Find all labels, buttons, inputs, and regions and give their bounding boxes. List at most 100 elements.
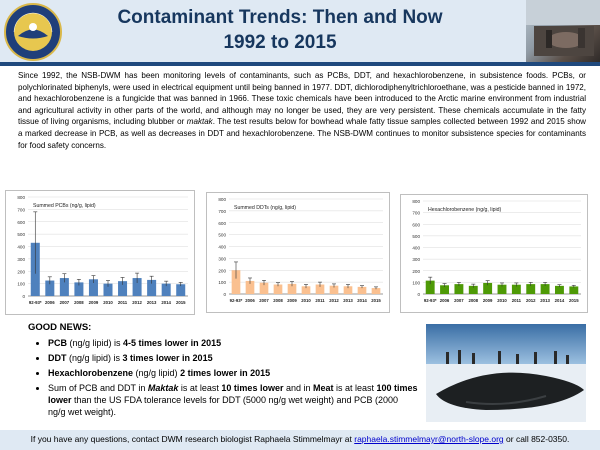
bar-2006 [245, 280, 255, 294]
y-tick-label: 500 [218, 233, 226, 238]
y-tick-label: 100 [218, 280, 226, 285]
footer-contact: If you have any questions, contact DWM r… [0, 434, 600, 444]
x-tick-label: 2015 [569, 298, 579, 303]
y-tick-label: 800 [412, 199, 420, 204]
bar-2015 [176, 284, 186, 296]
bar-2011 [511, 284, 521, 294]
y-tick-label: 800 [17, 195, 25, 200]
bar-2013 [147, 279, 157, 296]
news-item-sum: Sum of PCB and DDT in Maktak is at least… [48, 382, 418, 418]
bar-2009 [287, 283, 297, 294]
intro-paragraph: Since 1992, the NSB-DWM has been monitor… [18, 70, 586, 151]
x-tick-label: 2006 [440, 298, 450, 303]
chart-svg-2: 0 100 200 300 400 500 600 700 800 Hexachlorobenze… [412, 199, 581, 303]
pcb-chart: 0 100 200 300 400 500 600 700 800 Summed PCBs (ng… [5, 190, 195, 315]
bar-2012 [329, 285, 339, 294]
bar-2008 [468, 285, 478, 294]
x-tick-label: 2014 [161, 300, 171, 305]
x-tick-label: 2012 [526, 298, 536, 303]
title-line-1: Contaminant Trends: Then and Now [117, 7, 443, 28]
x-tick-label: 2011 [118, 300, 128, 305]
bowhead-whale-photo [426, 324, 586, 422]
nsb-dwm-logo [4, 3, 62, 61]
header-band: Contaminant Trends: Then and Now 1992 to… [0, 0, 600, 62]
bar-2014 [555, 285, 564, 294]
y-tick-label: 100 [412, 280, 420, 285]
hunters-photo [526, 0, 600, 62]
y-tick-label: 0 [22, 294, 25, 299]
footer-text: If you have any questions, contact DWM r… [30, 434, 355, 444]
x-tick-label: 2014 [555, 298, 565, 303]
bar-2015 [371, 288, 381, 294]
y-tick-label: 0 [417, 292, 420, 297]
hexachlorobenzene-chart: 0 100 200 300 400 500 600 700 800 Hexachlorobenze… [400, 194, 588, 313]
y-tick-label: 600 [218, 221, 226, 226]
y-tick-label: 700 [218, 209, 226, 214]
y-tick-label: 300 [218, 256, 226, 261]
bar-2008 [74, 282, 84, 296]
bar-2007 [259, 282, 269, 294]
x-tick-label: 2008 [468, 298, 478, 303]
x-tick-label: 2010 [497, 298, 507, 303]
page-title: Contaminant Trends: Then and Now 1992 to… [70, 5, 490, 55]
y-tick-label: 0 [223, 292, 226, 297]
y-tick-label: 200 [218, 268, 226, 273]
x-tick-label: 2013 [147, 300, 157, 305]
bar-2008 [273, 284, 283, 294]
y-tick-label: 600 [412, 222, 420, 227]
x-tick-label: 2007 [454, 298, 464, 303]
x-tick-label: 2007 [259, 298, 269, 303]
x-tick-label: 2010 [301, 298, 311, 303]
x-tick-label: 2015 [176, 300, 186, 305]
bar-2011 [118, 281, 128, 296]
y-tick-label: 300 [17, 257, 25, 262]
header-divider [0, 62, 600, 66]
x-tick-label: 2012 [132, 300, 142, 305]
x-tick-label: 2009 [287, 298, 297, 303]
x-tick-label: 92-93* [29, 300, 42, 305]
x-tick-label: 92-93* [230, 298, 243, 303]
bar-2007 [59, 278, 69, 296]
bar-2010 [301, 286, 311, 294]
bar-2006 [45, 280, 55, 296]
y-tick-label: 100 [17, 282, 25, 287]
x-tick-label: 2014 [357, 298, 367, 303]
bar-2010 [497, 284, 507, 294]
chart-title: Summed DDTs (ng/g, lipid) [234, 205, 296, 211]
intro-maktak: maktak [186, 117, 213, 127]
bar-2007 [454, 284, 464, 294]
footer-band: If you have any questions, contact DWM r… [0, 430, 600, 450]
contact-email-link[interactable]: raphaela.stimmelmayr@north-slope.org [354, 434, 504, 444]
bar-2006 [440, 285, 449, 294]
x-tick-label: 2015 [371, 298, 381, 303]
news-item-ddt: DDT (ng/g lipid) is 3 times lower in 201… [48, 352, 418, 364]
bar-2014 [161, 283, 171, 296]
x-tick-label: 2012 [329, 298, 339, 303]
footer-phone: or call 852-0350. [503, 434, 570, 444]
x-tick-label: 2007 [60, 300, 70, 305]
x-tick-label: 2006 [245, 298, 255, 303]
y-tick-label: 400 [218, 245, 226, 250]
intro-text-1: Since 1992, the NSB-DWM has been monitor… [18, 71, 586, 127]
x-tick-label: 2008 [273, 298, 283, 303]
x-tick-label: 2008 [74, 300, 84, 305]
y-tick-label: 500 [17, 232, 25, 237]
chart-svg-1: 0 100 200 300 400 500 600 700 800 Summed DDTs (ng… [218, 197, 383, 303]
x-tick-label: 2006 [45, 300, 55, 305]
chart-svg-0: 0 100 200 300 400 500 600 700 800 Summed PCBs (ng… [17, 195, 188, 305]
bar-92-93* [231, 270, 241, 294]
y-tick-label: 600 [17, 220, 25, 225]
bar-2009 [483, 282, 493, 294]
x-tick-label: 2009 [89, 300, 99, 305]
bar-2014 [357, 286, 367, 294]
y-tick-label: 500 [412, 234, 420, 239]
y-tick-label: 700 [17, 207, 25, 212]
bar-2012 [526, 284, 536, 294]
chart-title: Summed PCBs (ng/g, lipid) [33, 203, 96, 209]
ddt-chart: 0 100 200 300 400 500 600 700 800 Summed DDTs (ng… [206, 192, 390, 313]
chart-title: Hexachlorobenzene (ng/g, lipid) [428, 207, 502, 213]
x-tick-label: 2013 [343, 298, 353, 303]
bar-2011 [315, 284, 325, 294]
y-tick-label: 400 [412, 246, 420, 251]
x-tick-label: 2013 [540, 298, 550, 303]
